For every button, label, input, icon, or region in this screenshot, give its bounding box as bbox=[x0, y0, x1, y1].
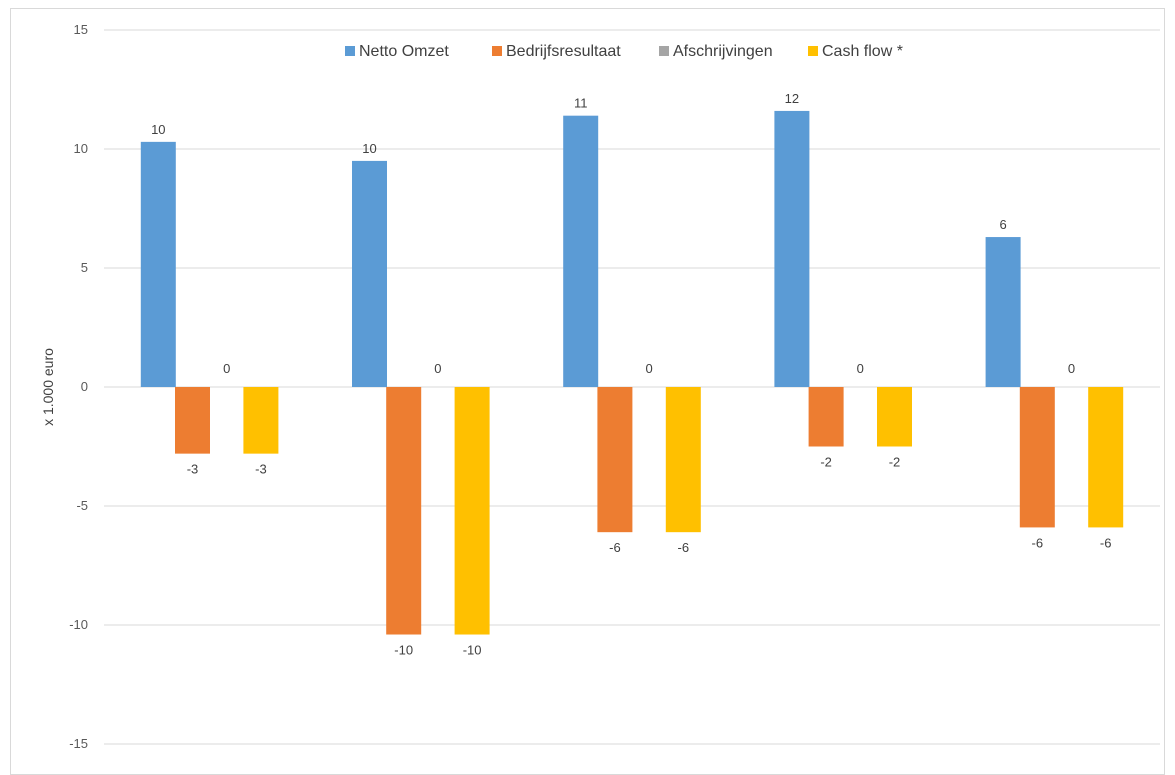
bar bbox=[563, 115, 599, 388]
y-tick-label: -10 bbox=[69, 617, 88, 632]
data-label: -2 bbox=[889, 455, 901, 470]
data-label: 6 bbox=[999, 217, 1006, 232]
bar bbox=[808, 387, 844, 447]
legend-swatch bbox=[492, 46, 502, 56]
y-tick-label: -5 bbox=[76, 498, 88, 513]
data-label: -6 bbox=[678, 540, 690, 555]
data-labels: 10 10 11 12 6 -3 -10 -6 -2 -6 0 0 0 0 0 -3 -10 -6 -2 -6 bbox=[151, 91, 1111, 658]
bar bbox=[877, 387, 912, 447]
y-axis: 15 10 5 0 -5 -10 -15 bbox=[69, 22, 88, 751]
y-tick-label: 10 bbox=[74, 141, 88, 156]
bar bbox=[774, 110, 810, 388]
bar bbox=[1088, 387, 1124, 528]
data-label: 12 bbox=[785, 91, 799, 106]
bar bbox=[175, 387, 210, 454]
bar bbox=[985, 237, 1021, 387]
legend-label: Bedrijfsresultaat bbox=[506, 43, 621, 60]
legend-swatch bbox=[345, 46, 355, 56]
data-label: -3 bbox=[255, 462, 267, 477]
legend-label: Netto Omzet bbox=[359, 43, 449, 60]
bar bbox=[597, 387, 633, 533]
data-label: -6 bbox=[609, 540, 621, 555]
bars bbox=[140, 110, 1124, 635]
data-label: -10 bbox=[463, 643, 482, 658]
bar bbox=[665, 387, 701, 533]
bar bbox=[140, 141, 176, 387]
data-label: 0 bbox=[434, 361, 441, 376]
y-tick-label: -15 bbox=[69, 736, 88, 751]
data-label: 0 bbox=[1068, 361, 1075, 376]
data-label: 10 bbox=[151, 122, 165, 137]
data-label: -6 bbox=[1032, 535, 1044, 550]
legend-swatch bbox=[659, 46, 669, 56]
bar bbox=[352, 160, 387, 387]
y-tick-label: 0 bbox=[81, 379, 88, 394]
bar bbox=[454, 387, 490, 635]
y-tick-label: 15 bbox=[74, 22, 88, 37]
data-label: -3 bbox=[187, 462, 199, 477]
data-label: 10 bbox=[362, 141, 376, 156]
data-label: -6 bbox=[1100, 535, 1112, 550]
bar bbox=[243, 387, 279, 454]
data-label: -10 bbox=[394, 643, 413, 658]
legend: Netto Omzet Bedrijfsresultaat Afschrijving… bbox=[345, 43, 903, 60]
y-axis-label: x 1.000 euro bbox=[40, 348, 56, 426]
data-label: 11 bbox=[574, 96, 588, 111]
legend-label: Afschrijvingen bbox=[673, 43, 773, 60]
bar bbox=[1019, 387, 1055, 528]
data-label: -2 bbox=[820, 455, 832, 470]
legend-swatch bbox=[808, 46, 818, 56]
legend-label: Cash flow * bbox=[822, 43, 903, 60]
y-tick-label: 5 bbox=[81, 260, 88, 275]
data-label: 0 bbox=[645, 361, 652, 376]
data-label: 0 bbox=[857, 361, 864, 376]
data-label: 0 bbox=[223, 361, 230, 376]
bar bbox=[386, 387, 422, 635]
